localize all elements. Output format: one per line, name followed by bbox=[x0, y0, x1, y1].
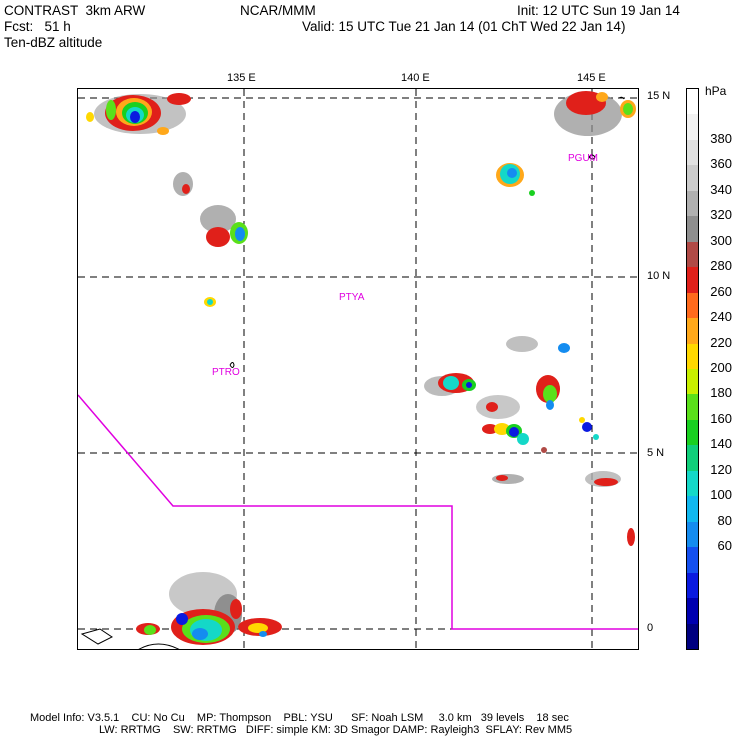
legend-swatch bbox=[687, 419, 698, 446]
color-legend bbox=[686, 88, 699, 650]
eez-boundary bbox=[78, 394, 638, 630]
lon-label-145: 145 E bbox=[577, 72, 606, 84]
legend-swatch bbox=[687, 165, 698, 192]
legend-swatch bbox=[687, 318, 698, 345]
legend-level-label: 240 bbox=[710, 309, 732, 325]
org-label: NCAR/MMM bbox=[240, 3, 316, 18]
model-info-line1: Model Info: V3.5.1 CU: No Cu MP: Thompso… bbox=[30, 712, 569, 724]
model-title: CONTRAST 3km ARW bbox=[4, 3, 146, 18]
legend-level-label: 100 bbox=[710, 487, 732, 503]
lon-label-140: 140 E bbox=[401, 72, 430, 84]
legend-swatch bbox=[687, 496, 698, 523]
legend-swatch bbox=[687, 139, 698, 166]
legend-level-label: 80 bbox=[717, 512, 732, 528]
legend-swatch bbox=[687, 394, 698, 421]
field-name: Ten-dBZ altitude bbox=[4, 35, 103, 50]
legend-level-label: 300 bbox=[710, 232, 732, 248]
legend-level-label: 160 bbox=[710, 410, 732, 426]
valid-time: Valid: 15 UTC Tue 21 Jan 14 (01 ChT Wed … bbox=[302, 19, 626, 34]
legend-swatch bbox=[687, 572, 698, 599]
station-ptro: PTRO bbox=[212, 367, 240, 378]
legend-level-label: 380 bbox=[710, 130, 732, 146]
legend-swatch bbox=[687, 547, 698, 574]
forecast-hour: Fcst: 51 h bbox=[4, 19, 71, 34]
legend-swatch bbox=[687, 445, 698, 472]
legend-swatch bbox=[687, 292, 698, 319]
lat-lon-grid bbox=[78, 89, 638, 649]
legend-swatch bbox=[687, 521, 698, 548]
legend-level-label: 180 bbox=[710, 385, 732, 401]
lat-label-0: 0 bbox=[647, 622, 654, 634]
legend-swatch bbox=[687, 623, 698, 650]
init-time: Init: 12 UTC Sun 19 Jan 14 bbox=[517, 3, 680, 18]
coastlines bbox=[80, 96, 625, 649]
legend-swatch bbox=[687, 343, 698, 370]
legend-level-label: 200 bbox=[710, 360, 732, 375]
lon-label-135: 135 E bbox=[227, 72, 256, 84]
model-info-line2: LW: RRTMG SW: RRTMG DIFF: simple KM: 3D … bbox=[99, 724, 573, 736]
lat-label-5n: 5 N bbox=[647, 447, 665, 459]
legend-swatch bbox=[687, 216, 698, 243]
legend-level-label: 320 bbox=[710, 207, 732, 223]
lat-label-10n: 10 N bbox=[647, 270, 671, 282]
legend-level-label: 220 bbox=[710, 334, 732, 350]
legend-swatch bbox=[687, 470, 698, 497]
legend-level-label: 280 bbox=[710, 258, 732, 274]
legend-swatch bbox=[687, 114, 698, 141]
station-labels: PGUM PTYA PTRO bbox=[212, 153, 598, 378]
map-canvas: PGUM PTYA PTRO bbox=[78, 89, 638, 649]
legend-level-label: 140 bbox=[710, 436, 732, 452]
legend-swatch bbox=[687, 267, 698, 294]
legend-level-label: 260 bbox=[710, 283, 732, 299]
legend-unit: hPa bbox=[705, 84, 727, 98]
station-pgum: PGUM bbox=[568, 153, 598, 164]
echo-shading bbox=[86, 91, 636, 645]
legend-swatch bbox=[687, 598, 698, 625]
legend-swatch bbox=[687, 190, 698, 217]
legend-swatch bbox=[687, 241, 698, 268]
legend-swatch bbox=[687, 369, 698, 395]
legend-level-label: 120 bbox=[710, 461, 732, 477]
station-ptya: PTYA bbox=[339, 292, 365, 303]
legend-level-label: 60 bbox=[717, 538, 732, 554]
legend-swatch bbox=[687, 89, 698, 115]
lat-label-15n: 15 N bbox=[647, 90, 671, 102]
legend-level-label: 360 bbox=[710, 156, 732, 172]
map-panel: PGUM PTYA PTRO bbox=[77, 88, 639, 650]
legend-level-label: 340 bbox=[710, 181, 732, 197]
